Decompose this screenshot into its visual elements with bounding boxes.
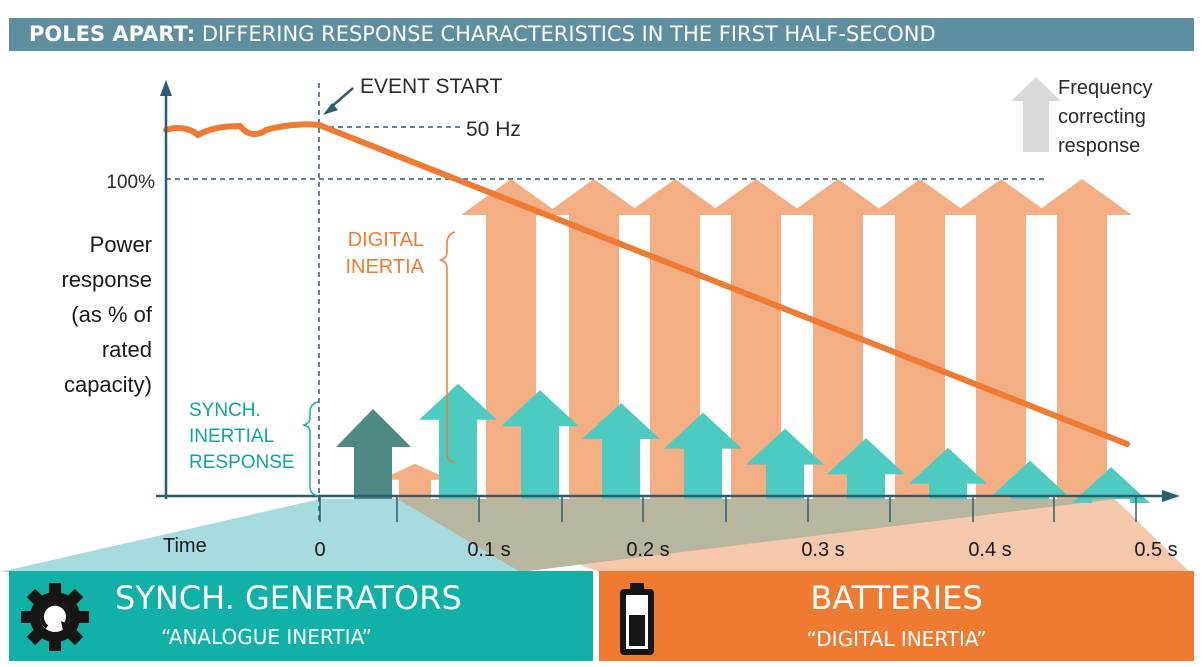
event-arrowhead [323, 103, 338, 115]
digital-arrow-6 [788, 179, 888, 499]
y-label-2: response [61, 267, 152, 292]
digital-arrow-9 [1032, 179, 1132, 499]
y-label-4: rated [102, 337, 152, 362]
event-start-label: EVENT START [360, 75, 503, 98]
synch-arrow-7 [827, 438, 905, 499]
batteries-panel-title: BATTERIES [810, 579, 983, 617]
digital-arrow-5 [706, 179, 806, 499]
hz-label: 50 Hz [466, 118, 521, 141]
synch-label-1: SYNCH. [189, 400, 261, 421]
event-arrow [329, 87, 354, 109]
title-bold: POLES APART: [29, 22, 196, 46]
synch-generators-panel: SYNCH. GENERATORS “ANALOGUE INERTIA” [9, 571, 593, 661]
synch-panel-title: SYNCH. GENERATORS [115, 579, 462, 617]
digital-arrows [380, 179, 1132, 499]
batteries-panel: BATTERIES “DIGITAL INERTIA” [599, 571, 1194, 661]
tick-label-0: 0 [314, 539, 325, 561]
synch-arrow-10 [1072, 467, 1150, 503]
digital-label-1: DIGITAL [348, 229, 424, 251]
tick-label-4: 0.4 s [968, 539, 1011, 561]
frequency-line [163, 121, 1130, 447]
title-bar: POLES APART: DIFFERING RESPONSE CHARACTE… [9, 18, 1194, 51]
synch-arrow-2 [419, 383, 497, 499]
tick-label-5: 0.5 s [1134, 539, 1177, 561]
synch-label-3: RESPONSE [189, 452, 295, 473]
digital-label-2: INERTIA [345, 256, 424, 278]
batteries-panel-subtitle: “DIGITAL INERTIA” [806, 627, 987, 651]
synch-first-arrow [336, 409, 411, 499]
synch-arrow-5 [664, 412, 742, 499]
synch-panel-subtitle: “ANALOGUE INERTIA” [161, 625, 373, 649]
x-axis-arrowhead [1162, 490, 1180, 502]
tick-label-2: 0.2 s [626, 539, 669, 561]
y-label-5: capacity) [64, 372, 152, 397]
y-label-1: Power [90, 232, 152, 257]
synch-brace [301, 401, 319, 497]
synch-arrow-8 [909, 447, 987, 499]
digital-arrow-8 [951, 179, 1051, 499]
hundred-label: 100% [106, 172, 155, 193]
freq-legend-1: Frequency [1058, 77, 1153, 99]
x-ticks [319, 496, 1137, 522]
synch-arrow-3 [501, 390, 579, 499]
tick-label-3: 0.3 s [801, 539, 844, 561]
x-axis-title: Time [163, 535, 207, 557]
synch-projection [0, 499, 520, 572]
freq-legend-arrow [1011, 77, 1061, 152]
digital-arrow-7 [870, 179, 970, 499]
tick-label-1: 0.1 s [467, 539, 510, 561]
synch-arrow-6 [746, 428, 824, 499]
freq-legend-3: response [1058, 135, 1140, 157]
gear-icon [21, 583, 89, 651]
synch-arrows [419, 383, 1150, 503]
synch-label-2: INERTIAL [189, 426, 274, 447]
digital-brace [438, 231, 456, 464]
overlap-projection [397, 499, 1115, 572]
y-axis-arrowhead [160, 80, 172, 96]
title-rest: DIFFERING RESPONSE CHARACTERISTICS IN TH… [201, 22, 936, 46]
battery-icon [620, 583, 654, 655]
y-label-3: (as % of [71, 302, 153, 327]
synch-arrow-9 [991, 460, 1069, 499]
digital-arrow-1 [380, 463, 450, 499]
synch-arrow-4 [582, 403, 660, 499]
freq-legend-2: correcting [1058, 106, 1146, 128]
